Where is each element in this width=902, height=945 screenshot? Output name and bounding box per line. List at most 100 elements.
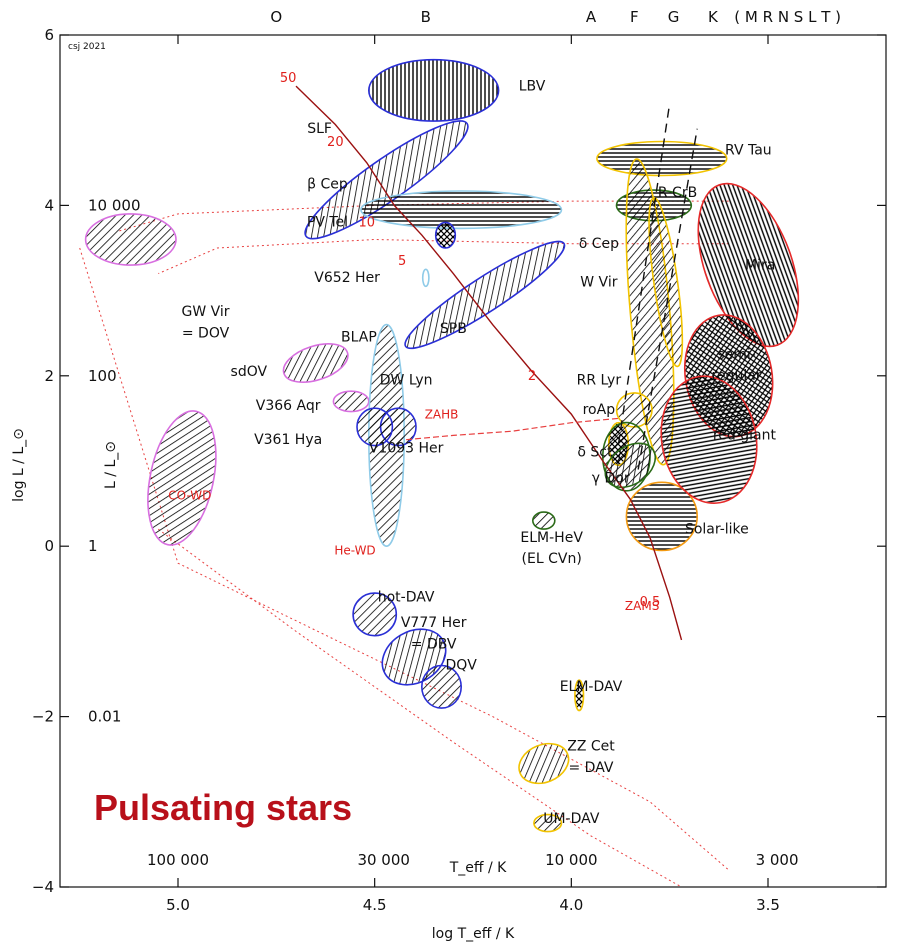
mass-label: 50 (280, 71, 297, 86)
region-text-label: = DAV (569, 760, 614, 776)
region-text-label: roAp (583, 402, 616, 418)
credit-label: csj 2021 (68, 42, 106, 52)
region-ellipse-shape (533, 813, 563, 833)
region-text-label: RR Lyr (577, 372, 622, 388)
region-text-label: β Cep (307, 176, 348, 192)
x-tick-label: 5.0 (166, 896, 190, 914)
luminosity-label: 1 (88, 537, 98, 555)
region-text-label: V777 Her (401, 615, 467, 631)
region-text-label: δ Cep (579, 236, 619, 252)
instability-strip-red-edge (637, 128, 698, 470)
region-ellipse (332, 390, 370, 413)
chart-title: Pulsating stars (94, 787, 352, 828)
region-ellipse-shape (531, 511, 556, 530)
region-ellipse-shape (352, 592, 398, 637)
region-text-label: SPB (440, 321, 467, 337)
region-ellipse (648, 196, 684, 368)
region-ellipse-shape (434, 221, 457, 249)
teff-label: 3 000 (756, 851, 799, 869)
mass-label: 0.5 (640, 595, 661, 610)
region-ellipse-shape (648, 196, 684, 368)
region-ellipse-shape (84, 213, 177, 266)
region-text-label: GW Vir (182, 304, 230, 320)
teff-label: 30 000 (357, 851, 410, 869)
region-text-label: DQV (446, 658, 478, 674)
x-tick-label: 3.5 (756, 896, 780, 914)
region-text-label: PV Tel (307, 215, 348, 231)
region-text-label: δ Sct (577, 445, 613, 461)
y-tick-label: 0 (44, 537, 54, 555)
spectral-class-label: G (668, 8, 680, 26)
region-ellipse (531, 511, 556, 530)
spectral-class-label: O (270, 8, 282, 26)
region-text-label: (EL CVn) (522, 551, 582, 567)
mass-label: 5 (398, 254, 406, 269)
region-text-label: Solar-like (685, 521, 749, 537)
region-ellipse (282, 343, 349, 383)
region-ellipse (625, 481, 698, 552)
region-ellipse-shape (356, 407, 394, 447)
region-ellipse (420, 664, 462, 709)
region-text-label: SLF (307, 121, 332, 137)
luminosity-label: 10 000 (88, 196, 141, 214)
region-ellipse (84, 213, 177, 266)
x-tick-label: 4.0 (559, 896, 583, 914)
region-ellipse-shape (604, 442, 657, 489)
wd-cooling-track (158, 528, 682, 887)
axis-ticks: 5.0 4.5 4.0 3.5 −4 −2 0 2 4 6 10 000 100 1 0.01 100 00… (32, 8, 886, 914)
region-ellipse-shape (368, 58, 500, 122)
region-text-label: hot-DAV (378, 590, 435, 606)
mass-label: 10 (359, 216, 376, 231)
zams-line (295, 85, 683, 641)
region-ellipse (360, 190, 563, 230)
region-text-label: UM-DAV (543, 811, 600, 827)
region-text-label: V1093 Her (369, 440, 444, 456)
spectral-class-label: K (708, 8, 719, 26)
region-ellipse-shape (360, 190, 563, 230)
zahb-line (406, 417, 619, 441)
region-text-label: W Vir (580, 274, 617, 290)
region-ellipse (352, 592, 398, 637)
region-text-label: sdOV (231, 364, 268, 380)
plot-frame (59, 34, 887, 888)
wd-cooling-track (79, 247, 730, 871)
region-labels: 50 20 10 5 2 0.5 LBV SLF β Cep PV Tel V652 Her SPB G… (168, 71, 776, 827)
region-ellipse (660, 375, 758, 504)
spectral-class-label: A (586, 8, 597, 26)
region-ellipse-shape (147, 410, 217, 546)
y-tick-label: 6 (44, 26, 54, 44)
mass-label: 2 (528, 369, 536, 384)
region-ellipse-shape (574, 679, 585, 712)
y-tick-label: 2 (44, 367, 54, 385)
region-text-label: V361 Hya (254, 432, 322, 448)
region-text-label: ZAMS (625, 599, 659, 613)
x-axis-title: log T_eff / K (432, 926, 515, 942)
region-text-label: CO-WD (168, 488, 211, 502)
region-text-label: semi- (717, 347, 756, 363)
y-tick-label: −2 (32, 708, 54, 726)
teff-label: 100 000 (147, 851, 209, 869)
region-ellipse-shape (660, 375, 758, 504)
region-text-label: ZZ Cet (567, 739, 615, 755)
region-ellipse (574, 679, 585, 712)
region-ellipse-shape (697, 182, 800, 348)
region-text-label: LBV (519, 78, 546, 94)
region-text-label: ZAHB (425, 407, 459, 421)
region-text-label: Mira (745, 257, 775, 273)
region-ellipse (368, 58, 500, 122)
region-text-label: V366 Aqr (256, 398, 321, 414)
region-ellipse-shape (404, 240, 566, 350)
region-ellipse-shape (282, 343, 349, 383)
region-text-label: γ Dor (592, 470, 630, 486)
region-ellipse-shape (518, 742, 570, 785)
region-ellipse (434, 221, 457, 249)
x-tick-label: 4.5 (363, 896, 387, 914)
reference-lines (295, 85, 698, 641)
region-ellipse (518, 742, 570, 785)
region-text-label: red giant (713, 428, 777, 444)
region-text-label: = DOV (182, 325, 230, 341)
spectral-class-label: F (630, 8, 639, 26)
region-ellipse (404, 240, 566, 350)
region-ellipse-shape (420, 664, 462, 709)
y-tick-label: 4 (44, 196, 54, 214)
